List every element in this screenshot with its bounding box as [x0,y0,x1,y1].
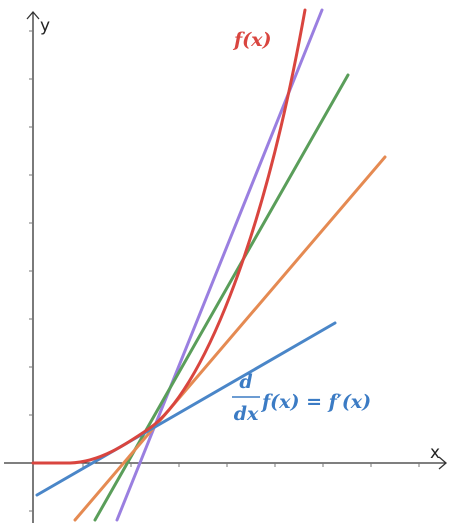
derivative-label: d dx f(x) = f′(x) [232,371,371,425]
derivative-denominator: dx [234,403,259,425]
function-curve [31,8,307,465]
y-label: y [40,16,50,36]
axes [4,11,447,523]
y-arrow [26,11,40,20]
tangent-line [35,321,337,497]
y-ticks [29,30,33,512]
x-ticks [82,463,420,467]
function-label: f(x) [232,29,271,51]
derivative-rhs: f(x) = f′(x) [260,391,371,413]
lines [31,8,387,522]
orange-line [73,155,387,522]
derivative-numerator: d [239,371,252,393]
x-arrow [438,456,447,470]
x-label: x [430,443,440,463]
